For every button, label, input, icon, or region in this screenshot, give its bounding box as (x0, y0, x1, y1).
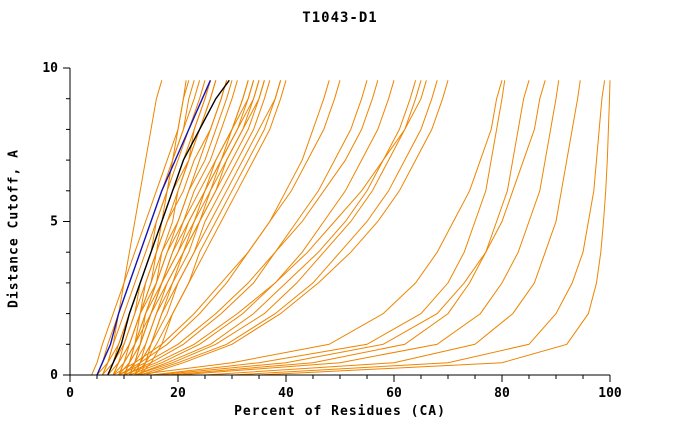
series-model-30 (134, 80, 422, 376)
series-model-28 (123, 80, 368, 376)
series-model-22 (123, 80, 187, 376)
y-tick-label: 0 (50, 368, 58, 383)
series-model-35 (145, 80, 449, 376)
series-model-37 (150, 80, 506, 376)
series-model-36 (112, 80, 341, 376)
series-model-32 (140, 80, 438, 376)
series-model-25 (139, 80, 282, 376)
series-model-17 (118, 80, 265, 376)
series-model-23 (128, 80, 211, 376)
series-model-21 (96, 80, 217, 376)
series-model-16 (134, 80, 287, 376)
series-model-41 (231, 80, 606, 376)
series-model-11 (101, 80, 206, 376)
series-model-42 (258, 80, 611, 376)
series-model-20 (102, 80, 228, 376)
series-model-31 (123, 80, 427, 376)
series-model-34 (134, 80, 417, 376)
series-model-29 (129, 80, 395, 376)
series-model-blue (96, 80, 212, 376)
series-model-40 (204, 80, 581, 376)
y-tick-label: 5 (50, 215, 58, 230)
series-model-39 (177, 80, 560, 376)
series-model-14 (123, 80, 255, 376)
series-model-26 (101, 80, 163, 376)
series-model-05 (128, 80, 238, 376)
series-model-38 (167, 80, 530, 376)
series-model-33 (118, 80, 379, 376)
series-model-01 (112, 80, 195, 376)
x-tick-label: 80 (494, 386, 510, 401)
series-model-43 (134, 80, 503, 376)
x-tick-label: 100 (598, 386, 622, 401)
y-tick-label: 10 (42, 61, 58, 76)
series-model-44 (156, 80, 546, 376)
x-tick-label: 20 (170, 386, 186, 401)
x-tick-label: 40 (278, 386, 294, 401)
series-model-09 (139, 80, 282, 376)
series-model-black (107, 79, 230, 376)
chart-title: T1043-D1 (302, 10, 378, 26)
x-tick-label: 60 (386, 386, 402, 401)
series-model-24 (134, 80, 260, 376)
x-tick-label: 0 (66, 386, 74, 401)
series-model-19 (112, 80, 249, 376)
x-axis-label: Percent of Residues (CA) (234, 404, 446, 419)
series-model-18 (107, 80, 233, 376)
